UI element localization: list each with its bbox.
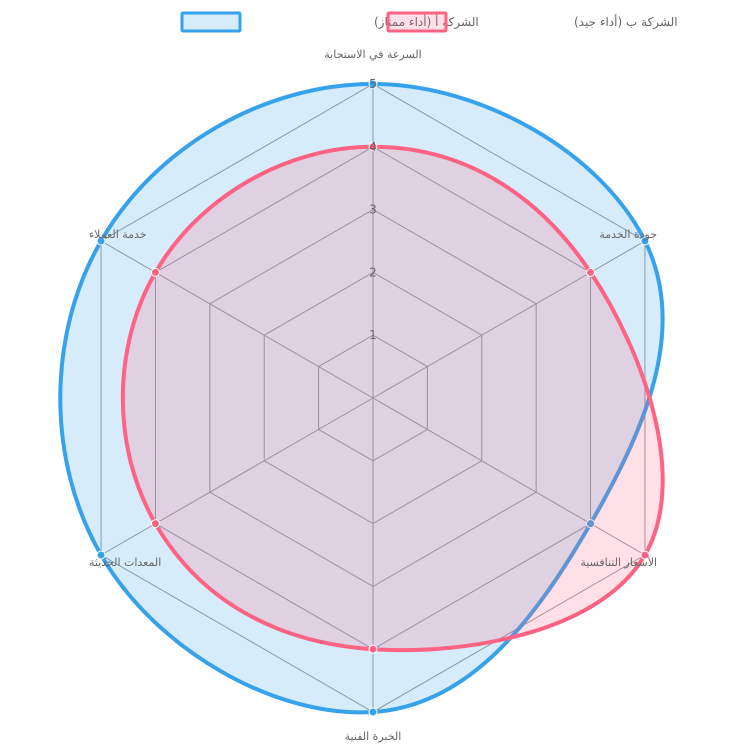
grid-spoke-1 — [372, 240, 646, 399]
axis-label-4: المعدات الحديثة — [89, 556, 161, 569]
tick-label-3: 3 — [369, 203, 377, 217]
grid-spoke-4 — [100, 397, 374, 556]
data-point-series-b-4[interactable] — [150, 519, 160, 529]
axis-label-2: الأسعار التنافسية — [580, 555, 657, 569]
axis-label-1: جودة الخدمة — [599, 228, 657, 241]
tick-label-1: 1 — [369, 328, 377, 342]
grid-spoke-2 — [372, 397, 646, 556]
legend-swatch-series-b — [386, 11, 448, 33]
data-point-series-b-0[interactable] — [368, 142, 378, 152]
grid-spoke-5 — [100, 240, 374, 399]
axis-label-0: السرعة في الاستجابة — [324, 48, 421, 61]
data-point-series-a-5[interactable] — [96, 236, 106, 246]
data-point-series-b-2[interactable] — [640, 550, 650, 560]
legend: الشركة أ (أداء ممتاز) الشركة ب (أداء جيد… — [180, 11, 678, 33]
legend-swatch-series-a — [180, 11, 242, 33]
tick-label-5: 5 — [369, 77, 377, 91]
tick-label-4: 4 — [369, 140, 377, 154]
legend-item-series-a[interactable]: الشركة أ (أداء ممتاز) — [180, 11, 479, 33]
axis-label-3: الخبرة الفنية — [345, 730, 402, 743]
legend-item-series-b[interactable]: الشركة ب (أداء جيد) — [386, 11, 678, 33]
data-point-series-b-3[interactable] — [368, 644, 378, 654]
data-point-series-b-5[interactable] — [150, 267, 160, 277]
axis-label-5: خدمة العملاء — [89, 228, 147, 241]
data-point-series-a-4[interactable] — [96, 550, 106, 560]
data-point-series-a-0[interactable] — [368, 79, 378, 89]
data-point-series-a-2[interactable] — [586, 519, 596, 529]
tick-label-2: 2 — [369, 265, 377, 279]
series-layer — [58, 79, 665, 717]
data-point-series-b-1[interactable] — [586, 267, 596, 277]
tick-labels: 1 2 3 4 5 — [369, 77, 377, 342]
legend-label-series-a: الشركة أ (أداء ممتاز) — [374, 14, 479, 30]
data-point-series-a-1[interactable] — [640, 236, 650, 246]
axis-labels: السرعة في الاستجابة جودة الخدمة الأسعار ال… — [89, 48, 657, 743]
data-point-series-a-3[interactable] — [368, 707, 378, 717]
legend-label-series-b: الشركة ب (أداء جيد) — [574, 14, 678, 30]
